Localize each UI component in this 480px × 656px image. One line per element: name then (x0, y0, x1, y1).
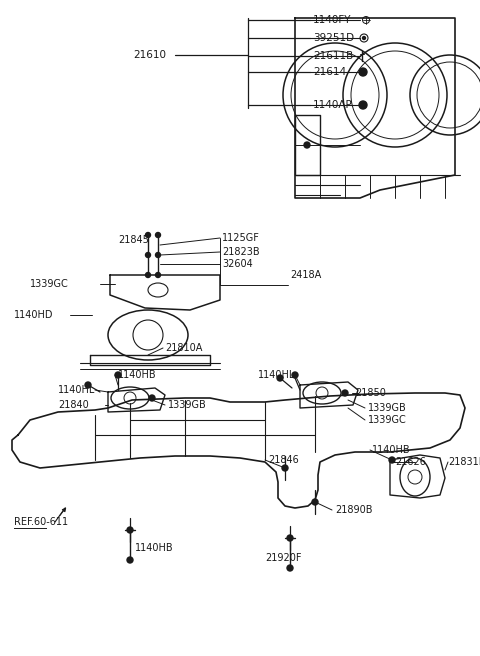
Text: 21890B: 21890B (335, 505, 372, 515)
Circle shape (149, 395, 155, 401)
Circle shape (342, 390, 348, 396)
Text: 21626: 21626 (395, 457, 426, 467)
Circle shape (359, 68, 367, 76)
Circle shape (145, 253, 151, 258)
Circle shape (127, 527, 133, 533)
Circle shape (359, 101, 367, 109)
Text: 21611B: 21611B (313, 51, 353, 61)
Circle shape (389, 457, 395, 463)
Circle shape (85, 382, 91, 388)
Text: 21610: 21610 (133, 50, 166, 60)
Circle shape (156, 272, 160, 277)
Text: 1339GB: 1339GB (368, 403, 407, 413)
Text: 21850: 21850 (355, 388, 386, 398)
Circle shape (362, 37, 365, 39)
Text: 21823B: 21823B (222, 247, 260, 257)
Circle shape (277, 375, 283, 381)
Text: 39251D: 39251D (313, 33, 354, 43)
Text: 21920F: 21920F (265, 553, 301, 563)
Text: 1339GC: 1339GC (368, 415, 407, 425)
Text: 1140HD: 1140HD (14, 310, 53, 320)
Text: 1140FY: 1140FY (313, 15, 351, 25)
Circle shape (145, 232, 151, 237)
Text: 1140HB: 1140HB (118, 370, 156, 380)
Circle shape (312, 499, 318, 505)
Circle shape (145, 272, 151, 277)
Text: 1140AP: 1140AP (313, 100, 353, 110)
Text: 1140HB: 1140HB (372, 445, 410, 455)
Text: 21840: 21840 (58, 400, 89, 410)
Circle shape (156, 232, 160, 237)
Circle shape (287, 565, 293, 571)
Text: 21810A: 21810A (165, 343, 203, 353)
Text: 21845: 21845 (118, 235, 149, 245)
Circle shape (287, 535, 293, 541)
Text: 2418A: 2418A (290, 270, 321, 280)
Text: 1140HB: 1140HB (135, 543, 174, 553)
Circle shape (304, 142, 310, 148)
Circle shape (127, 557, 133, 563)
Text: 21831B: 21831B (448, 457, 480, 467)
Text: 1125GF: 1125GF (222, 233, 260, 243)
Text: 1140HL: 1140HL (258, 370, 295, 380)
Text: 21614: 21614 (313, 67, 346, 77)
Text: REF.60-611: REF.60-611 (14, 517, 68, 527)
Text: 1339GC: 1339GC (30, 279, 69, 289)
Text: 32604: 32604 (222, 259, 253, 269)
Circle shape (292, 372, 298, 378)
Text: 21846: 21846 (268, 455, 299, 465)
Circle shape (156, 253, 160, 258)
Text: 1140HL: 1140HL (58, 385, 96, 395)
Circle shape (115, 372, 121, 378)
Text: 1339GB: 1339GB (168, 400, 207, 410)
Circle shape (282, 465, 288, 471)
